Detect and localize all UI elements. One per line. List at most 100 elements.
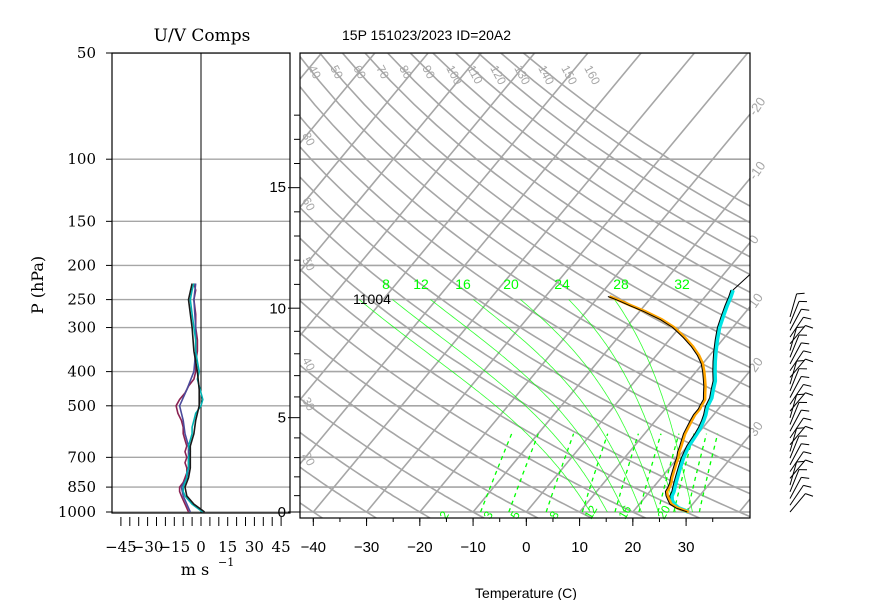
isotherm--70: [300, 53, 536, 337]
mixing-ratio-label-32: 32: [674, 276, 690, 292]
wind-barb-flag: [796, 359, 805, 362]
annotation-11004: 11004: [353, 291, 391, 307]
wind-barb-staff: [789, 477, 802, 499]
uv-series-v: [182, 283, 204, 513]
dry-adiabat-130: [364, 53, 750, 330]
uv-x-tick-label-3: 0: [196, 538, 206, 556]
dry-adiabat-label-140: 140: [535, 63, 557, 88]
wind-barb-flag: [803, 350, 812, 354]
wind-barb-staff: [789, 459, 806, 479]
mixing-ratio-bottom-2: 2: [436, 508, 452, 521]
isotherm--150: [0, 53, 109, 512]
uv-pressure-tick-labels: 50 100 150 200 250 300 400 500 700 850 1000: [58, 44, 112, 521]
dry-adiabat-label-160: 160: [581, 63, 603, 88]
temp-tick-label-0: −40: [301, 539, 326, 556]
dry-adiabat-90: [300, 85, 750, 409]
mixing-ratio-label-24: 24: [554, 276, 570, 292]
dry-adiabat-80: [300, 115, 750, 430]
wind-barb: [789, 401, 807, 425]
temp-tick-label-1: −30: [354, 539, 379, 556]
wind-barb-flag: [805, 459, 814, 464]
wind-barb: [789, 342, 810, 365]
dry-adiabat-left-label-3: 40: [299, 355, 318, 374]
uv-x-tick-label-4: 15: [218, 538, 237, 556]
mixing-ratio-bottom-5: 5: [507, 508, 523, 521]
dry-adiabat-label-40: 40: [305, 63, 324, 82]
wind-barb-flag: [801, 409, 810, 412]
wind-barb: [789, 392, 814, 412]
uv-y-tick-label-200: 200: [67, 256, 96, 274]
uv-y-tick-label-400: 400: [67, 363, 96, 381]
wind-barb-staff: [789, 493, 806, 513]
wind-barb: [789, 359, 805, 385]
wind-barb: [789, 308, 810, 331]
dry-adiabat-label-90: 90: [419, 63, 438, 82]
mixing-ratio-label-12: 12: [413, 276, 429, 292]
wind-barb-flag: [801, 476, 810, 479]
dry-adiabat-170: [454, 53, 750, 258]
mixing-ratio-20: [657, 433, 680, 513]
wind-barb-flag: [805, 493, 814, 497]
wind-barb: [789, 350, 812, 372]
dry-adiabat-20: [300, 299, 648, 518]
mixing-ratio-3: [508, 433, 539, 513]
dry-adiabat-label-60: 60: [350, 63, 369, 82]
wind-barb: [789, 368, 807, 392]
wind-barb: [789, 358, 814, 378]
wind-barb: [789, 375, 810, 398]
wind-barb-flag: [805, 392, 814, 396]
dry-adiabat-left-label-1: 60: [299, 195, 318, 214]
height-label-10: 10: [269, 301, 286, 318]
wind-barb-staff: [789, 443, 802, 466]
wind-barb-staff: [789, 394, 798, 418]
wind-barb: [789, 484, 812, 506]
isotherm-40: [738, 497, 750, 513]
uv-x-axis-label: m s: [181, 560, 209, 579]
dry-adiabat-0: [300, 364, 540, 518]
dry-adiabat-left-label-2: 50: [299, 255, 318, 274]
wind-barb: [789, 443, 810, 466]
wind-barb-staff: [789, 485, 804, 506]
temp-tick-label-3: −10: [460, 539, 485, 556]
sounding-profiles: [607, 273, 750, 514]
mixing-ratio-8: [581, 433, 609, 513]
wind-barb-staff: [789, 308, 802, 331]
wind-barb-flag: [805, 425, 814, 430]
uv-series: [175, 283, 206, 513]
parcel-outline: [607, 296, 705, 513]
wind-barb: [789, 427, 805, 452]
mixing-ratio-bottom-12: 12: [581, 503, 600, 522]
wind-barb-staff: [789, 334, 800, 358]
uv-y-tick-label-850: 850: [67, 478, 96, 496]
wind-barb-staff: [789, 293, 798, 318]
dry-adiabat-50: [300, 206, 750, 495]
dry-adiabat-label-50: 50: [327, 63, 346, 82]
isotherm--80: [300, 53, 482, 273]
isotherm--50: [300, 53, 642, 466]
dry-adiabat-30: [300, 268, 702, 518]
dry-adiabat-140: [387, 53, 750, 312]
wind-barb: [789, 459, 814, 479]
environment-outline: [669, 289, 732, 513]
dry-adiabat-label-130: 130: [511, 63, 533, 88]
dry-adiabat-60: [300, 175, 750, 473]
skewt-title: 15P 151023/2023 ID=20A2: [342, 27, 511, 43]
mixing-ratio-bottom-3: 3: [480, 508, 496, 521]
wind-barb-staff: [789, 342, 802, 365]
wind-barb-staff: [789, 384, 804, 405]
wind-barb: [789, 292, 805, 318]
skewt-panel: 15P 151023/2023 ID=20A2 40 50 60 70 80 90 100 1…: [0, 27, 768, 600]
wind-barb-flag: [796, 427, 805, 429]
moist-adiabat-5: [568, 299, 676, 513]
dry-adiabat-70: [300, 145, 750, 451]
wind-barb-flag: [796, 292, 805, 295]
uv-x-tick-label-6: 45: [272, 538, 291, 556]
wind-barb-staff: [789, 316, 804, 338]
wind-barb-flag: [805, 325, 814, 329]
uv-panel-frame: [111, 52, 291, 514]
isotherm--20: [419, 113, 750, 513]
wind-barb-staff: [789, 361, 798, 385]
parcel-profile: [608, 295, 707, 514]
wind-barb-flag: [796, 460, 805, 463]
dry-adiabat-label-110: 110: [464, 63, 485, 87]
